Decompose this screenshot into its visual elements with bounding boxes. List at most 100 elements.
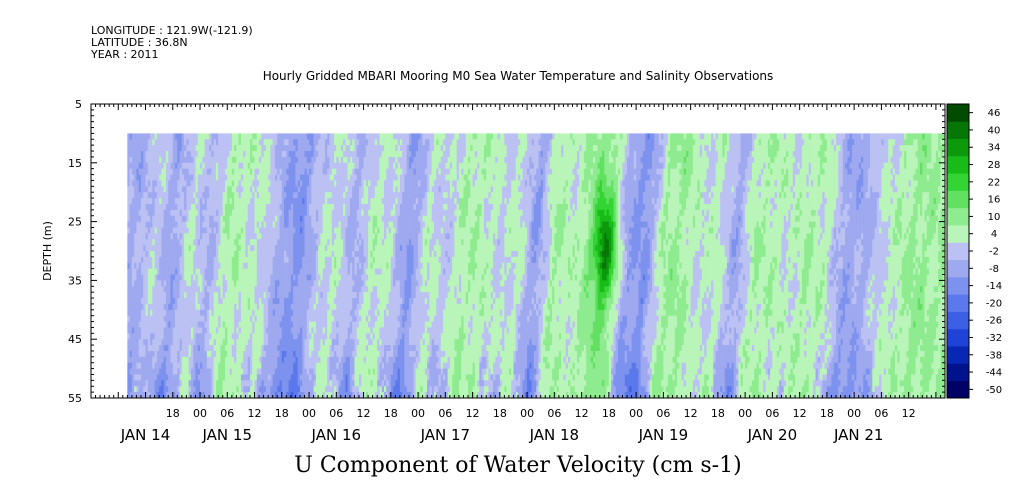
heatmap-cell [273, 386, 276, 392]
heatmap-cell [359, 145, 362, 151]
heatmap-cell [193, 386, 196, 392]
heatmap-cell [189, 139, 192, 145]
heatmap-cell [139, 339, 142, 345]
heatmap-cell [193, 139, 196, 145]
heatmap-cell [295, 210, 298, 216]
heatmap-cell [248, 310, 251, 316]
heatmap-cell [366, 245, 369, 251]
heatmap-cell [339, 257, 342, 263]
heatmap-cell [230, 345, 233, 351]
heatmap-cell [345, 374, 348, 380]
heatmap-cell [232, 145, 235, 151]
heatmap-cell [130, 192, 133, 198]
heatmap-cell [177, 251, 180, 257]
heatmap-cell [357, 139, 360, 145]
heatmap-cell [191, 180, 194, 186]
heatmap-cell [334, 204, 337, 210]
heatmap-cell [259, 286, 262, 292]
heatmap-cell [316, 292, 319, 298]
heatmap-cell [345, 157, 348, 163]
heatmap-cell [352, 269, 355, 275]
heatmap-cell [134, 239, 137, 245]
heatmap-cell [164, 269, 167, 275]
heatmap-cell [295, 169, 298, 175]
heatmap-cell [336, 280, 339, 286]
heatmap-cell [243, 292, 246, 298]
heatmap-cell [286, 227, 289, 233]
heatmap-cell [323, 345, 326, 351]
heatmap-cell [357, 280, 360, 286]
heatmap-cell [298, 239, 301, 245]
heatmap-cell [257, 151, 260, 157]
heatmap-cell [350, 157, 353, 163]
heatmap-cell [311, 222, 314, 228]
heatmap-cell [173, 363, 176, 369]
heatmap-cell [248, 357, 251, 363]
heatmap-cell [293, 204, 296, 210]
heatmap-cell [166, 269, 169, 275]
heatmap-cell [130, 386, 133, 392]
heatmap-cell [227, 298, 230, 304]
heatmap-cell [207, 139, 210, 145]
heatmap-cell [370, 280, 373, 286]
heatmap-cell [377, 263, 380, 269]
heatmap-cell [214, 380, 217, 386]
heatmap-cell [182, 263, 185, 269]
heatmap-cell [227, 286, 230, 292]
heatmap-cell [243, 227, 246, 233]
heatmap-cell [155, 345, 158, 351]
heatmap-cell [225, 145, 228, 151]
heatmap-cell [234, 216, 237, 222]
heatmap-cell [216, 210, 219, 216]
heatmap-cell [316, 145, 319, 151]
heatmap-cell [218, 263, 221, 269]
heatmap-cell [375, 257, 378, 263]
heatmap-cell [177, 175, 180, 181]
heatmap-cell [230, 157, 233, 163]
heatmap-cell [164, 227, 167, 233]
heatmap-cell [286, 380, 289, 386]
heatmap-cell [132, 157, 135, 163]
heatmap-cell [159, 186, 162, 192]
heatmap-cell [227, 333, 230, 339]
heatmap-cell [202, 227, 205, 233]
heatmap-cell [323, 363, 326, 369]
heatmap-cell [366, 263, 369, 269]
heatmap-cell [209, 133, 212, 139]
heatmap-cell [364, 180, 367, 186]
heatmap-cell [207, 157, 210, 163]
heatmap-cell [180, 251, 183, 257]
heatmap-cell [220, 227, 223, 233]
heatmap-cell [227, 163, 230, 169]
heatmap-cell [311, 257, 314, 263]
heatmap-cell [375, 239, 378, 245]
heatmap-cell [207, 245, 210, 251]
heatmap-cell [345, 186, 348, 192]
heatmap-cell [280, 322, 283, 328]
heatmap-cell [300, 257, 303, 263]
heatmap-cell [261, 222, 264, 228]
heatmap-cell [259, 339, 262, 345]
heatmap-cell [318, 357, 321, 363]
heatmap-cell [273, 139, 276, 145]
heatmap-cell [155, 204, 158, 210]
heatmap-cell [159, 339, 162, 345]
heatmap-cell [136, 233, 139, 239]
heatmap-cell [182, 210, 185, 216]
heatmap-cell [373, 257, 376, 263]
heatmap-cell [243, 257, 246, 263]
heatmap-cell [195, 163, 198, 169]
heatmap-cell [300, 163, 303, 169]
heatmap-cell [211, 316, 214, 322]
heatmap-cell [277, 363, 280, 369]
heatmap-cell [148, 351, 151, 357]
heatmap-cell [132, 251, 135, 257]
heatmap-cell [148, 251, 151, 257]
heatmap-cell [314, 351, 317, 357]
heatmap-cell [268, 269, 271, 275]
heatmap-cell [175, 216, 178, 222]
heatmap-cell [307, 316, 310, 322]
heatmap-cell [373, 210, 376, 216]
heatmap-cell [325, 239, 328, 245]
heatmap-cell [364, 186, 367, 192]
